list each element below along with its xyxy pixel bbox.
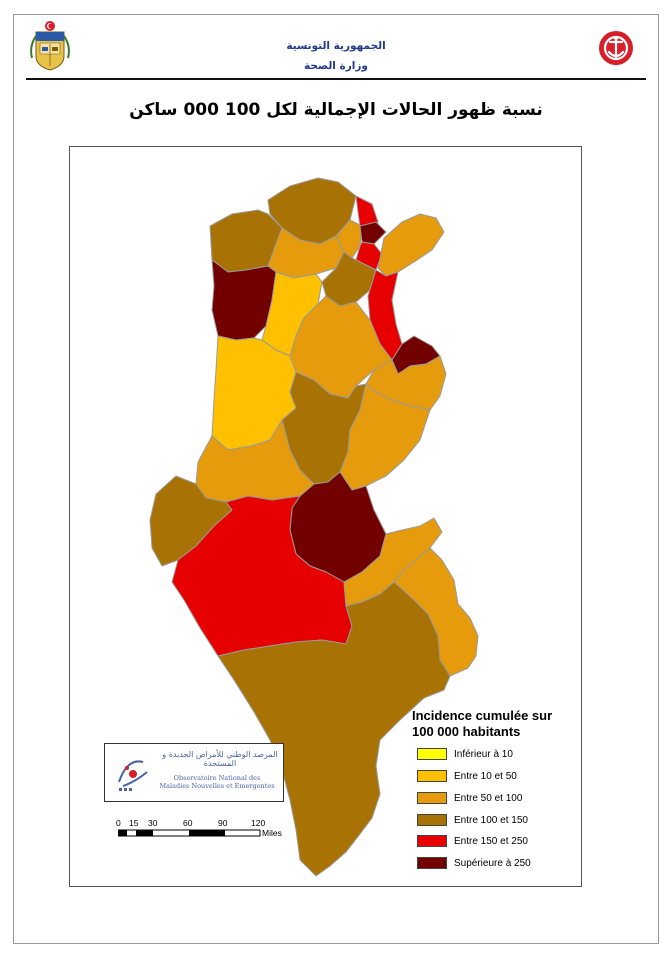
legend-item-2: Entre 50 et 100 — [417, 791, 522, 805]
legend-label-2: Entre 50 et 100 — [454, 792, 523, 804]
scale-tick-0: 0 — [116, 818, 121, 828]
scale-tick-5: 120 — [251, 818, 266, 828]
scale-tick-4: 90 — [218, 818, 228, 828]
legend-item-4: Entre 150 et 250 — [417, 834, 528, 848]
legend-label-3: Entre 100 et 150 — [454, 814, 528, 826]
observatory-emblem-icon — [118, 760, 148, 791]
legend-label-4: Entre 150 et 250 — [454, 835, 528, 847]
legend-swatch-0 — [417, 748, 447, 760]
scale-tick-2: 30 — [148, 818, 158, 828]
scale-tick-3: 60 — [183, 818, 193, 828]
legend-swatch-2 — [417, 792, 447, 804]
legend-label-1: Entre 10 et 50 — [454, 770, 517, 782]
legend-swatch-1 — [417, 770, 447, 782]
legend-label-5: Supérieure à 250 — [454, 857, 531, 869]
legend-item-5: Supérieure à 250 — [417, 856, 531, 870]
republic-label: الجمهورية التونسية — [286, 40, 386, 52]
scale-unit: Miles — [262, 828, 282, 838]
ministry-label: وزارة الصحة — [304, 60, 368, 72]
observatory-name-ar: المرصد الوطني للأمراض الجديدة و المستجدة — [162, 750, 278, 768]
coat-of-arms-emblem — [30, 21, 70, 71]
region-nabeul — [377, 213, 445, 277]
legend-title-line2: 100 000 habitants — [412, 724, 521, 739]
map-title: نسبة ظهور الحالات الإجمالية لكل 100 000 … — [129, 100, 543, 120]
legend-item-1: Entre 10 et 50 — [417, 769, 517, 783]
region-tataouine — [217, 581, 451, 877]
legend-label-0: Inférieur à 10 — [454, 748, 513, 760]
legend-item-3: Entre 100 et 150 — [417, 813, 528, 827]
legend-title-line1: Incidence cumulée sur — [412, 708, 553, 723]
legend-title: Incidence cumulée sur 100 000 habitants — [412, 708, 582, 740]
legend-swatch-5 — [417, 857, 447, 869]
page-frame — [13, 14, 659, 944]
region-tunis-center — [359, 221, 387, 245]
legend-swatch-4 — [417, 835, 447, 847]
observatory-logo-box: المرصد الوطني للأمراض الجديدة و المستجدة… — [104, 743, 284, 802]
observatory-name-fr-2: Maladies Nouvelles et Emergentes — [159, 782, 275, 790]
legend-swatch-3 — [417, 814, 447, 826]
observatory-name-fr: Observatoire National des Maladies Nouve… — [153, 774, 281, 790]
region-beja — [267, 227, 345, 279]
region-sfax — [339, 383, 431, 491]
red-crescent-badge — [599, 31, 633, 65]
scale-tick-1: 15 — [129, 818, 139, 828]
header-rule — [26, 78, 646, 80]
legend-item-0: Inférieur à 10 — [417, 747, 513, 761]
observatory-name-fr-1: Observatoire National des — [173, 774, 261, 782]
scale-bar — [118, 829, 261, 837]
